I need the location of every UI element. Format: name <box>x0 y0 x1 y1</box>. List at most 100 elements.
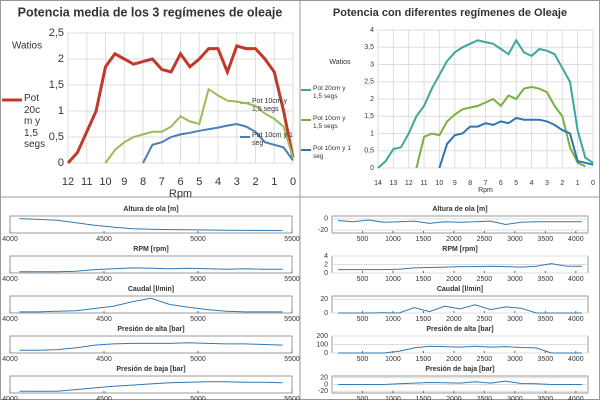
data-line <box>338 304 582 314</box>
y-axis-label: Watios <box>329 59 351 66</box>
x-tick-label: 1500 <box>416 356 432 363</box>
x-tick-label: 1000 <box>385 236 401 243</box>
subplot-title: Presión de alta [bar] <box>426 326 493 333</box>
y-tick-label: 0 <box>324 350 328 357</box>
x-tick-label: 2000 <box>446 236 462 243</box>
data-line <box>377 38 594 169</box>
x-tick-label: 3000 <box>507 236 523 243</box>
x-tick-label: 4000 <box>568 276 584 283</box>
y-tick-label: 0 <box>370 165 374 172</box>
data-line <box>66 44 295 165</box>
x-tick-label: 3000 <box>507 356 523 363</box>
x-tick-label: 7 <box>159 176 165 188</box>
x-tick-label: 4000 <box>568 316 584 323</box>
x-tick-label: 500 <box>357 396 369 400</box>
x-tick-label: 5000 <box>190 356 206 363</box>
x-tick-label: 0 <box>591 180 595 187</box>
x-tick-label: 4000 <box>568 396 584 400</box>
y-tick-label: 3,5 <box>364 44 374 51</box>
x-tick-label: 12 <box>62 176 74 188</box>
y-tick-label: 0 <box>324 381 328 388</box>
x-tick-label: 4500 <box>96 356 112 363</box>
legend-label: Pot 10cm y 1 seg <box>252 132 293 148</box>
chart-title: Potencia con diferentes regímenes de Ole… <box>333 7 567 19</box>
x-tick-label: 11 <box>420 180 427 187</box>
x-tick-label: 3500 <box>538 316 554 323</box>
plot-area <box>9 375 293 394</box>
x-tick-label: 3000 <box>507 276 523 283</box>
x-tick-label: 500 <box>357 316 369 323</box>
x-tick-label: 6 <box>499 180 503 187</box>
plot-area <box>331 215 589 234</box>
x-tick-label: 2000 <box>446 396 462 400</box>
data-line <box>438 116 594 169</box>
x-tick-label: 1 <box>576 180 580 187</box>
x-tick-label: 3 <box>545 180 549 187</box>
y-tick-label: 4 <box>370 27 374 34</box>
x-tick-label: 10 <box>99 176 111 188</box>
x-tick-label: 1 <box>271 176 277 188</box>
x-tick-label: 5500 <box>284 276 300 283</box>
y-tick-label: 1,5 <box>49 79 64 91</box>
x-tick-label: 5000 <box>190 316 206 323</box>
x-tick-label: 4000 <box>2 396 18 400</box>
x-tick-label: 8 <box>140 176 146 188</box>
x-tick-label: 3000 <box>507 396 523 400</box>
y-tick-label: 20 <box>320 296 328 303</box>
y-tick-label: 1,5 <box>364 113 374 120</box>
y-tick-label: 0,5 <box>49 131 64 143</box>
subplot-title: RPM [rpm] <box>133 246 168 253</box>
data-line <box>19 297 283 313</box>
x-tick-label: 5000 <box>190 276 206 283</box>
data-line <box>142 122 294 164</box>
x-tick-label: 2500 <box>477 316 493 323</box>
subplot-title: Presión de baja [bar] <box>116 366 185 373</box>
y-tick-label: 2 <box>324 261 328 268</box>
x-tick-label: 4000 <box>2 236 18 243</box>
subplot-title: Altura de ola [m] <box>123 206 178 213</box>
chart-title: Potencia media de los 3 regímenes de ole… <box>18 5 283 19</box>
subplot-title: Altura de ola [m] <box>432 206 487 213</box>
y-tick-label: 200 <box>316 333 328 340</box>
x-tick-label: 2000 <box>446 316 462 323</box>
data-line <box>19 381 283 392</box>
x-tick-label: 2500 <box>477 356 493 363</box>
x-tick-label: 3500 <box>538 356 554 363</box>
y-tick-label: 3 <box>370 61 374 68</box>
x-tick-label: 1500 <box>416 316 432 323</box>
x-tick-label: 12 <box>405 180 413 187</box>
data-line <box>19 342 283 351</box>
x-tick-label: 2500 <box>477 236 493 243</box>
legend-label: Pot 20c m y 1,5 segs <box>24 93 46 150</box>
x-tick-label: 4500 <box>96 236 112 243</box>
x-tick-label: 6 <box>177 176 183 188</box>
x-tick-label: 4000 <box>2 356 18 363</box>
y-tick-label: 2 <box>370 96 374 103</box>
x-tick-label: 2 <box>252 176 258 188</box>
x-tick-label: 1500 <box>416 396 432 400</box>
legend-label: Pot 20cm y 1,5 segs <box>313 85 346 100</box>
x-tick-label: 5500 <box>284 236 300 243</box>
x-tick-label: 1000 <box>385 356 401 363</box>
y-tick-label: 2,5 <box>49 27 64 39</box>
data-line <box>19 218 283 232</box>
x-tick-label: 5000 <box>190 236 206 243</box>
y-tick-label: 2,5 <box>364 79 374 86</box>
x-tick-label: 1000 <box>385 276 401 283</box>
y-tick-label: 1 <box>58 105 64 117</box>
plot-area <box>9 215 293 234</box>
y-tick-label: 0 <box>58 157 64 169</box>
plot-area <box>331 295 589 314</box>
y-tick-label: 0 <box>324 216 328 223</box>
x-tick-label: 3000 <box>507 316 523 323</box>
y-tick-label: 100 <box>316 341 328 348</box>
legend-label: Pot 10cm y 1,5 segs <box>252 98 288 114</box>
x-tick-label: 1500 <box>416 276 432 283</box>
x-tick-label: 2 <box>560 180 564 187</box>
x-tick-label: 14 <box>374 180 382 187</box>
x-tick-label: 3500 <box>538 396 554 400</box>
subplot-title: Presión de baja [bar] <box>425 366 494 373</box>
x-tick-label: 500 <box>357 356 369 363</box>
x-tick-label: 4500 <box>96 276 112 283</box>
